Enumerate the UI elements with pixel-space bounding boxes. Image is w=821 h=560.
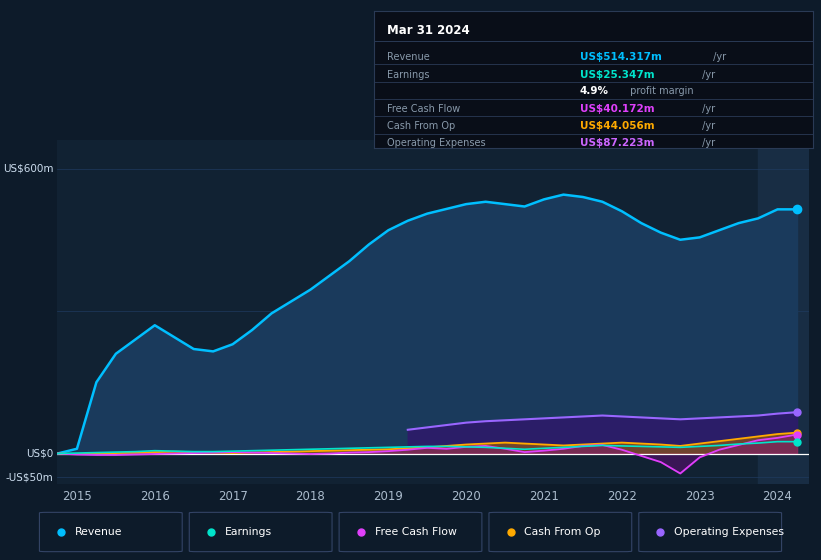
Text: US$40.172m: US$40.172m <box>580 104 654 114</box>
Text: Operating Expenses: Operating Expenses <box>387 138 485 148</box>
Text: 4.9%: 4.9% <box>580 86 609 96</box>
FancyBboxPatch shape <box>639 512 782 552</box>
Text: Earnings: Earnings <box>387 70 429 80</box>
Text: US$44.056m: US$44.056m <box>580 121 654 131</box>
Text: US$0: US$0 <box>26 449 53 459</box>
Text: US$25.347m: US$25.347m <box>580 70 654 80</box>
Text: Revenue: Revenue <box>75 527 122 537</box>
Text: US$514.317m: US$514.317m <box>580 52 662 62</box>
FancyBboxPatch shape <box>339 512 482 552</box>
Text: Free Cash Flow: Free Cash Flow <box>374 527 456 537</box>
Text: US$87.223m: US$87.223m <box>580 138 654 148</box>
Text: Operating Expenses: Operating Expenses <box>674 527 784 537</box>
Text: Mar 31 2024: Mar 31 2024 <box>387 24 470 36</box>
Text: Free Cash Flow: Free Cash Flow <box>387 104 460 114</box>
Bar <box>758 140 809 484</box>
Text: /yr: /yr <box>699 121 715 131</box>
FancyBboxPatch shape <box>489 512 631 552</box>
Text: -US$50m: -US$50m <box>6 472 53 482</box>
Text: /yr: /yr <box>710 52 727 62</box>
Text: Earnings: Earnings <box>225 527 272 537</box>
Text: /yr: /yr <box>699 70 715 80</box>
Text: Cash From Op: Cash From Op <box>387 121 455 131</box>
Text: Revenue: Revenue <box>387 52 429 62</box>
Text: US$600m: US$600m <box>3 164 53 174</box>
Text: Cash From Op: Cash From Op <box>525 527 601 537</box>
Text: /yr: /yr <box>699 138 715 148</box>
FancyBboxPatch shape <box>190 512 332 552</box>
FancyBboxPatch shape <box>39 512 182 552</box>
Text: /yr: /yr <box>699 104 715 114</box>
Text: profit margin: profit margin <box>627 86 694 96</box>
